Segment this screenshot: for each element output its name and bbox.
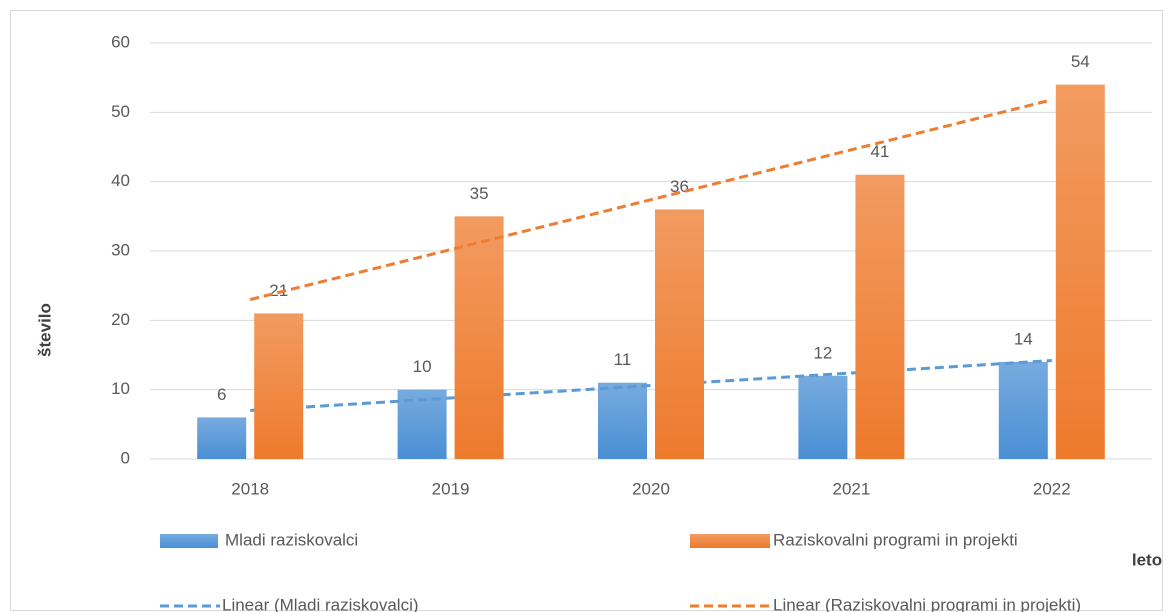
bar [855, 174, 905, 459]
data-label: 21 [269, 281, 288, 300]
data-label: 54 [1071, 52, 1090, 71]
bar [1055, 84, 1105, 459]
chart-border [10, 10, 1163, 611]
bar [254, 313, 304, 459]
trendline [250, 359, 1052, 412]
data-label: 14 [1014, 329, 1033, 348]
trendline [249, 98, 1053, 301]
legend-swatch [160, 534, 218, 548]
y-tick-label: 50 [111, 102, 130, 121]
x-tick-label: 2022 [1033, 479, 1071, 498]
y-tick-label: 60 [111, 32, 130, 51]
x-tick-label: 2020 [632, 479, 670, 498]
data-label: 6 [217, 385, 226, 404]
bar [598, 382, 647, 459]
x-tick-label: 2021 [832, 479, 870, 498]
legend-label: Raziskovalni programi in projekti [773, 530, 1018, 549]
legend-label: Linear (Raziskovalni programi in projekt… [773, 595, 1081, 612]
bar [998, 361, 1048, 459]
legend-label: Mladi raziskovalci [225, 530, 358, 549]
legend-swatch [690, 534, 770, 548]
data-label: 12 [813, 343, 832, 362]
data-label: 10 [413, 357, 432, 376]
data-label: 41 [870, 142, 889, 161]
bar [655, 209, 704, 459]
y-tick-label: 30 [111, 240, 130, 259]
bar [798, 375, 848, 459]
data-label: 35 [470, 184, 489, 203]
x-tick-label: 2019 [432, 479, 470, 498]
x-tick-label: 2018 [231, 479, 269, 498]
data-label: 36 [670, 177, 689, 196]
bar [197, 417, 247, 459]
bar [454, 216, 504, 459]
x-axis-label: leto [1132, 550, 1162, 569]
data-label: 11 [614, 350, 632, 369]
legend-label: Linear (Mladi raziskovalci) [222, 595, 419, 612]
y-tick-label: 40 [111, 171, 130, 190]
y-tick-label: 10 [111, 379, 130, 398]
y-tick-label: 0 [121, 448, 130, 467]
y-axis-label: število [35, 303, 54, 357]
y-tick-label: 20 [111, 310, 130, 329]
